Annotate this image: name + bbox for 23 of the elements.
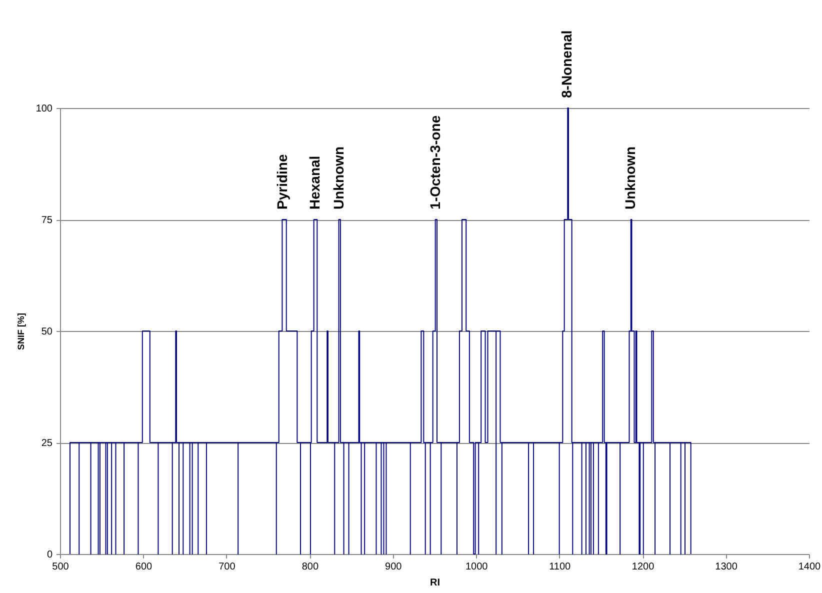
y-tick-label: 25 [41, 438, 53, 449]
annotation: Pyridine [274, 154, 290, 210]
y-tick-label: 50 [41, 326, 53, 338]
annotation: 8-Nonenal [558, 30, 575, 98]
x-tick-label: 600 [135, 562, 152, 572]
x-tick-label: 800 [302, 562, 319, 572]
x-tick-label: 1200 [632, 562, 655, 572]
y-tick-label: 100 [36, 104, 53, 114]
x-axis-title: RI [430, 578, 440, 588]
annotation: Unknown [330, 146, 347, 210]
annotation: 1-Octen-3-one [427, 115, 444, 210]
x-tick-label: 1400 [798, 562, 822, 572]
x-tick-label: 1300 [715, 562, 738, 572]
x-tick-label: 1000 [465, 562, 488, 572]
y-tick-label: 75 [41, 215, 53, 226]
y-tick-label: 0 [46, 550, 53, 560]
annotation: Hexanal [306, 156, 322, 210]
x-tick-label: 1100 [549, 562, 572, 572]
y-axis-title: SNIF [%] [16, 313, 26, 350]
x-tick-label: 900 [385, 562, 402, 572]
x-tick-label: 700 [218, 562, 236, 572]
annotation: Unknown [622, 146, 638, 210]
x-tick-label: 500 [52, 562, 70, 572]
